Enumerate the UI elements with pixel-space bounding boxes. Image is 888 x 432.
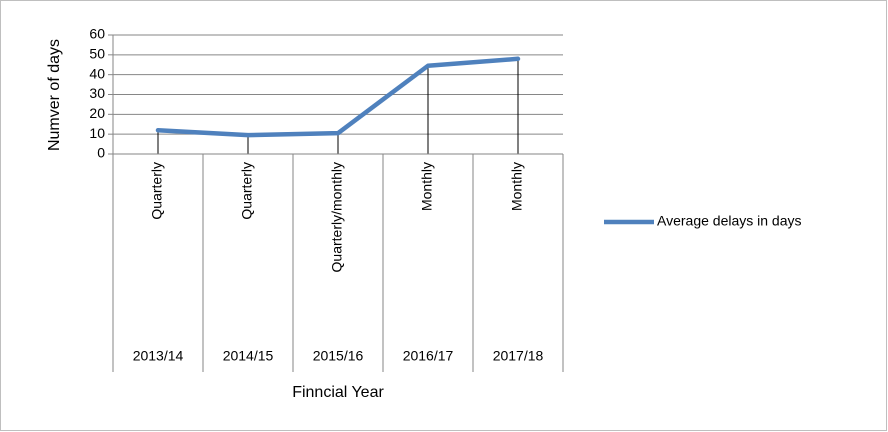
- x-tick-label: 2013/14: [133, 348, 184, 364]
- x-subcategory-label: Monthly: [419, 162, 435, 211]
- y-tick-label: 30: [89, 85, 105, 101]
- y-tick-label: 0: [97, 145, 105, 161]
- x-tick-label: 2017/18: [493, 348, 544, 364]
- x-tick-label: 2014/15: [223, 348, 274, 364]
- x-axis-title: Finncial Year: [292, 384, 384, 401]
- x-subcategory-label: Monthly: [509, 162, 525, 211]
- legend-label: Average delays in days: [657, 213, 802, 229]
- y-axis-title: Numver of days: [46, 39, 63, 151]
- y-tick-label: 50: [89, 46, 105, 62]
- x-subcategory-label: Quarterly: [149, 162, 165, 220]
- y-tick-label: 40: [89, 65, 105, 81]
- series-line: [155, 56, 521, 138]
- x-subcategory-label: Quarterly/monthly: [329, 162, 345, 272]
- x-tick-label: 2015/16: [313, 348, 364, 364]
- y-tick-label: 60: [89, 26, 105, 42]
- x-subcategory-label: Quarterly: [239, 162, 255, 220]
- y-tick-label: 20: [89, 105, 105, 121]
- y-tick-label: 10: [89, 125, 105, 141]
- x-tick-label: 2016/17: [403, 348, 454, 364]
